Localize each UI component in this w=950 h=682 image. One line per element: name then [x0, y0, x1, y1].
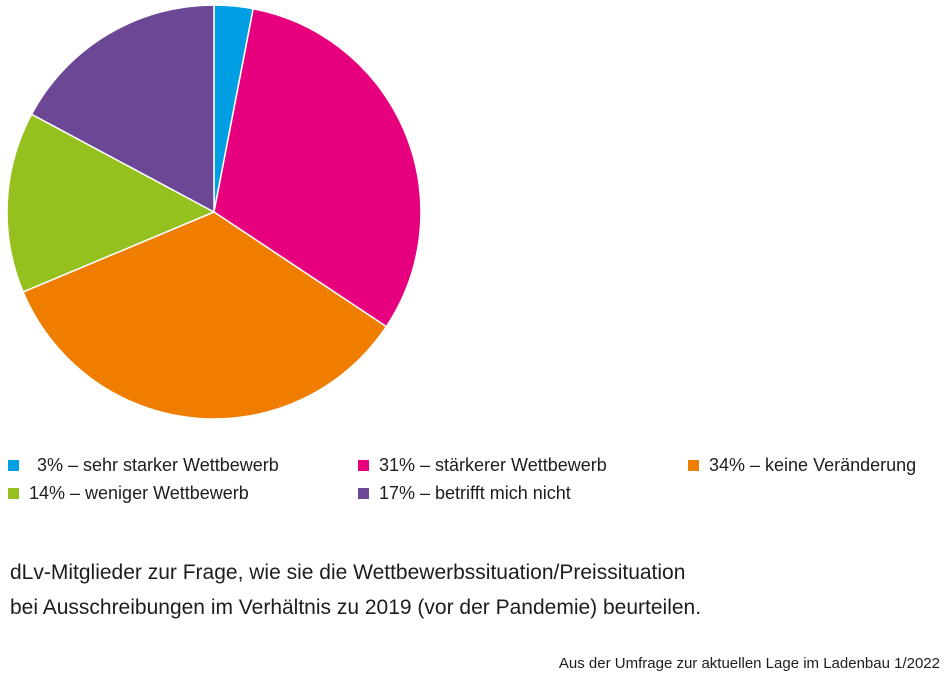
source-note: Aus der Umfrage zur aktuellen Lage im La…	[558, 655, 940, 672]
pie-slice-keine-veraenderung	[22, 211, 388, 420]
legend-swatch	[8, 487, 19, 499]
legend-item-sehr-starker: 3% – sehr starker Wettbewerb	[8, 454, 279, 476]
legend-label: 14% – weniger Wettbewerb	[29, 483, 249, 503]
pie-slice-staerkerer	[213, 7, 422, 328]
caption-line-1: dLv-Mitglieder zur Frage, wie sie die We…	[10, 561, 686, 584]
legend-swatch	[8, 459, 19, 471]
legend-label: 31% – stärkerer Wettbewerb	[379, 455, 607, 475]
pie-slice-betrifft-nicht	[30, 4, 215, 214]
legend-item-staerkerer: 31% – stärkerer Wettbewerb	[358, 454, 607, 476]
legend-item-weniger: 14% – weniger Wettbewerb	[8, 482, 249, 504]
legend-item-betrifft-nicht: 17% – betrifft mich nicht	[358, 482, 571, 504]
pie-chart	[6, 4, 422, 420]
legend-label: 3% – sehr starker Wettbewerb	[37, 455, 279, 475]
legend-swatch	[358, 459, 369, 471]
legend-swatch	[358, 487, 369, 499]
caption-line-2: bei Ausschreibungen im Verhältnis zu 201…	[10, 596, 702, 619]
legend-swatch	[688, 459, 699, 471]
pie-slice-weniger	[6, 113, 216, 293]
legend-label: 17% – betrifft mich nicht	[379, 483, 571, 503]
chart-caption: dLv-Mitglieder zur Frage, wie sie die We…	[10, 555, 910, 625]
legend-item-keine-veraenderung: 34% – keine Veränderung	[688, 454, 916, 476]
legend-label: 34% – keine Veränderung	[709, 455, 917, 475]
